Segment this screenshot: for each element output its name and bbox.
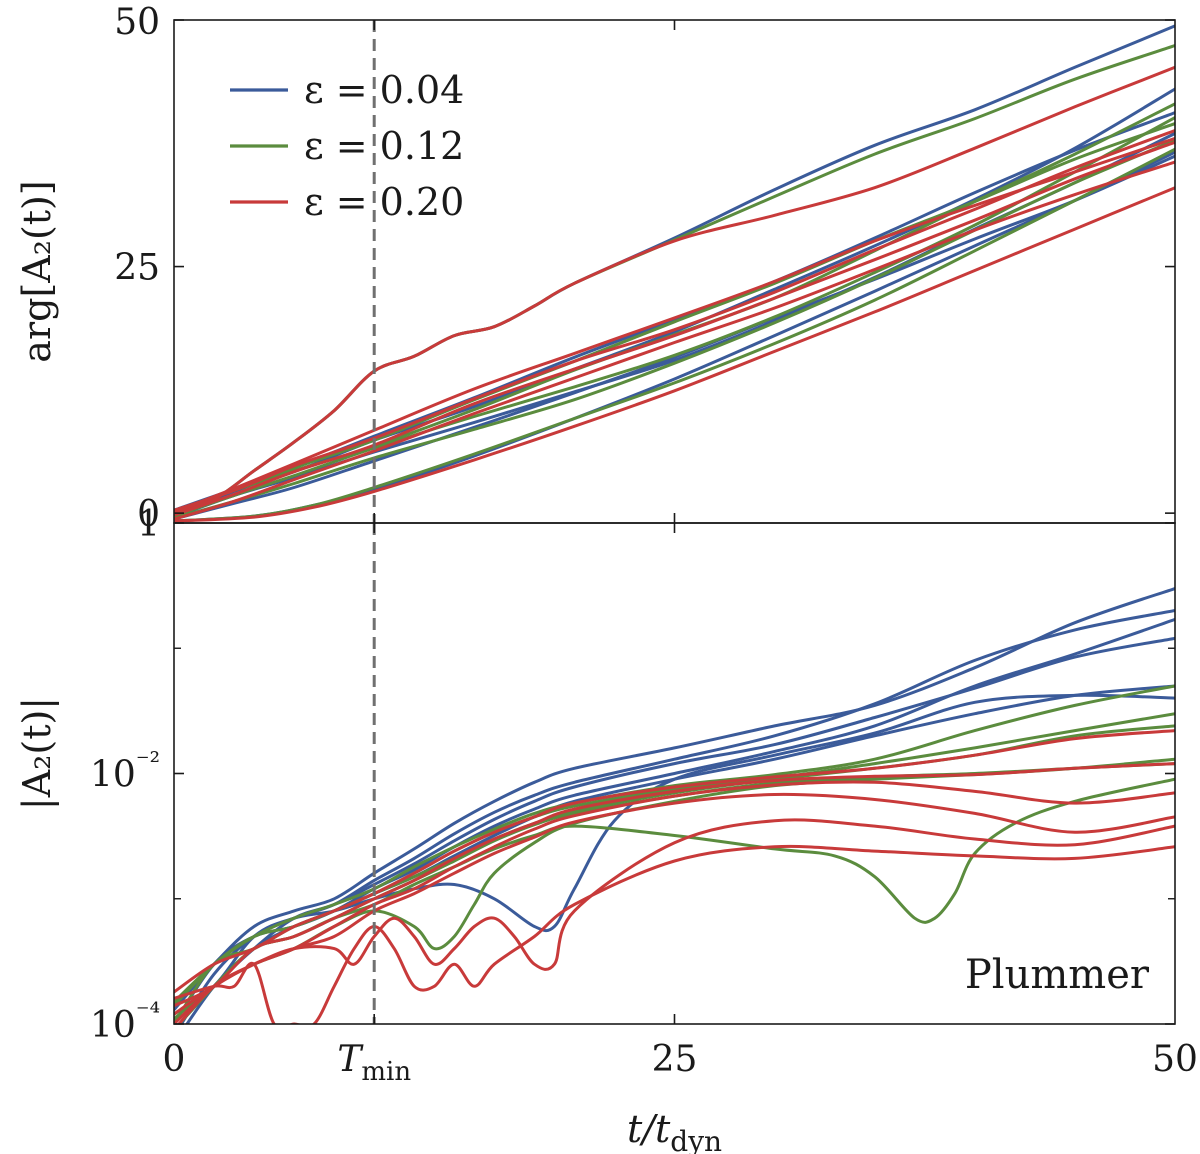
bottom-series-line-17 (174, 844, 1175, 1024)
bottom-series-line-16 (177, 818, 1175, 1024)
bottom-series-line-13 (174, 762, 1175, 1008)
bottom-xtick-label: 0 (163, 1039, 186, 1080)
bottom-ytick-label: 10⁻² (90, 748, 160, 796)
top-series-line-15 (174, 160, 1175, 521)
xlabel: t/tdyn (627, 1107, 722, 1154)
top-panel: ε = 0.04 ε = 0.12 ε = 0.20 0 25 50 (114, 2, 1175, 535)
bottom-series-line-0 (174, 587, 1175, 1012)
plummer-annotation: Plummer (965, 952, 1150, 998)
axis-labels: arg[A₂(t)] |A₂(t)| t/tdyn Plummer (15, 180, 1150, 1154)
bottom-ytick-label: 1 (137, 504, 160, 545)
top-series-line-3 (174, 154, 1175, 521)
top-ytick-label: 50 (114, 2, 160, 43)
bottom-series-line-12 (174, 729, 1175, 994)
top-series-group (174, 24, 1175, 523)
bottom-ylabel: |A₂(t)| (15, 697, 59, 810)
top-series-line-10 (174, 147, 1175, 523)
bottom-series-group (174, 587, 1175, 1024)
top-ticks: 0 25 50 (114, 2, 1175, 535)
bottom-xtick-label: 25 (652, 1039, 698, 1080)
bottom-ytick-label: 10⁻⁴ (90, 998, 160, 1046)
top-series-line-17 (174, 136, 1175, 514)
bottom-xtick-label: 50 (1152, 1039, 1198, 1080)
bottom-axes-frame (173, 522, 1176, 1025)
legend-label: ε = 0.20 (304, 180, 464, 224)
bottom-panel: 10⁻⁴ 10⁻² 1 0 Tmin 25 50 (90, 504, 1198, 1087)
top-series-line-13 (174, 129, 1175, 512)
top-ytick-label: 25 (114, 248, 160, 289)
legend-label: ε = 0.12 (304, 124, 464, 168)
legend: ε = 0.04 ε = 0.12 ε = 0.20 (230, 68, 464, 224)
top-series-line-16 (174, 186, 1175, 523)
top-series-line-11 (174, 122, 1175, 515)
axes-frames (173, 19, 1176, 1025)
bottom-xtick-label: Tmin (337, 1039, 411, 1087)
top-series-line-9 (174, 138, 1175, 520)
top-series-line-5 (174, 111, 1175, 515)
top-ylabel: arg[A₂(t)] (15, 180, 59, 362)
bottom-series-line-6 (174, 684, 1175, 1004)
top-series-line-14 (174, 140, 1175, 517)
top-series-line-6 (174, 44, 1175, 515)
top-series-line-8 (174, 116, 1175, 518)
legend-label: ε = 0.04 (304, 68, 464, 112)
top-series-line-12 (174, 65, 1175, 515)
top-ytick-label: 0 (137, 494, 160, 535)
